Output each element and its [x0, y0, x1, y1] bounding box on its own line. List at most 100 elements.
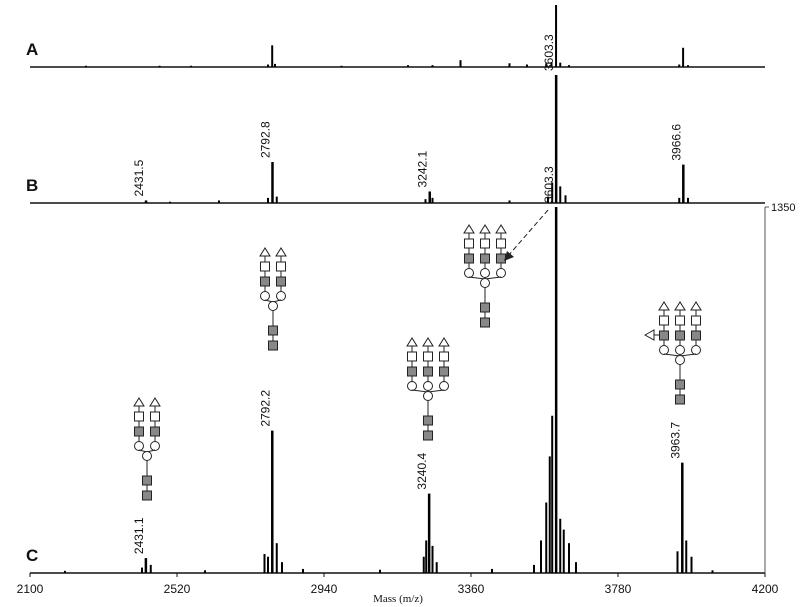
peak-label: 2792.8	[258, 121, 272, 158]
x-axis-label: Mass (m/z)	[373, 593, 423, 605]
peak-label: 2431.5	[132, 159, 146, 196]
glycan	[406, 337, 450, 441]
glcnac	[134, 426, 144, 437]
panel-label: C	[26, 546, 38, 565]
galactose	[690, 301, 702, 311]
galactose	[674, 301, 686, 311]
mannose-core	[142, 451, 152, 461]
peak-label: 3966.6	[669, 124, 683, 161]
arrow-head	[504, 251, 514, 261]
glcnac	[675, 330, 685, 341]
glcnac-core	[480, 317, 490, 328]
glycan	[463, 224, 507, 328]
mannose	[150, 441, 160, 451]
glcnac-core	[675, 394, 685, 405]
galactose	[259, 247, 271, 257]
glcnac	[150, 426, 160, 437]
hexnac	[691, 315, 701, 326]
hexnac	[675, 315, 685, 326]
mannose	[439, 381, 449, 391]
glcnac-core	[423, 430, 433, 441]
mannose-core	[268, 301, 278, 311]
hexnac	[439, 351, 449, 362]
galactose	[658, 301, 670, 311]
panel-label: B	[26, 176, 38, 195]
mannose	[496, 268, 506, 278]
galactose	[149, 397, 161, 407]
mannose	[407, 381, 417, 391]
mannose-core	[480, 278, 490, 288]
hexnac	[407, 351, 417, 362]
glcnac-core	[268, 325, 278, 336]
glcnac-core	[423, 415, 433, 426]
glcnac	[496, 253, 506, 264]
glcnac	[480, 253, 490, 264]
mannose	[675, 345, 685, 355]
hexnac	[423, 351, 433, 362]
mannose	[276, 291, 286, 301]
glcnac	[260, 276, 270, 287]
x-tick-label: 3360	[458, 582, 485, 596]
hexnac	[134, 411, 144, 422]
glycan	[259, 247, 287, 351]
peak-label: 3240.4	[415, 453, 429, 490]
bond	[484, 276, 502, 280]
peak-label: 2431.1	[132, 517, 146, 554]
bond	[411, 389, 429, 393]
glcnac	[407, 366, 417, 377]
peak-label: 3242.1	[416, 150, 430, 187]
mannose-core	[423, 391, 433, 401]
galactose	[479, 224, 491, 234]
bond	[679, 353, 697, 357]
x-tick-label: 4200	[752, 582, 779, 596]
glcnac	[691, 330, 701, 341]
glycan	[133, 397, 161, 501]
hexnac	[276, 261, 286, 272]
glcnac	[659, 330, 669, 341]
glcnac	[439, 366, 449, 377]
glcnac	[276, 276, 286, 287]
panel-label: A	[26, 40, 38, 59]
galactose	[133, 397, 145, 407]
peak-label: 2792.2	[258, 390, 272, 427]
bond	[468, 276, 486, 280]
glcnac-core	[480, 302, 490, 313]
galactose	[495, 224, 507, 234]
mannose	[134, 441, 144, 451]
galactose	[406, 337, 418, 347]
bond	[427, 389, 445, 393]
peak-label: 3963.7	[668, 422, 682, 459]
galactose	[422, 337, 434, 347]
fucose	[643, 329, 655, 341]
glycan-structures	[133, 224, 702, 501]
hexnac	[480, 238, 490, 249]
glcnac	[464, 253, 474, 264]
glcnac-core	[675, 379, 685, 390]
mannose	[464, 268, 474, 278]
x-tick-label: 2940	[311, 582, 338, 596]
y-tick-label: 1350	[771, 202, 795, 214]
x-tick-label: 3780	[605, 582, 632, 596]
galactose	[275, 247, 287, 257]
hexnac	[150, 411, 160, 422]
bond	[663, 353, 681, 357]
glcnac	[423, 366, 433, 377]
peak-label: 3603.3	[542, 166, 556, 203]
glcnac-core	[268, 340, 278, 351]
galactose	[463, 224, 475, 234]
mannose-core	[675, 355, 685, 365]
arrow	[507, 209, 549, 257]
mannose	[423, 381, 433, 391]
mannose	[659, 345, 669, 355]
mannose	[691, 345, 701, 355]
mannose	[260, 291, 270, 301]
glycan	[643, 301, 702, 405]
hexnac	[260, 261, 270, 272]
galactose	[438, 337, 450, 347]
glcnac-core	[142, 475, 152, 486]
hexnac	[496, 238, 506, 249]
hexnac	[659, 315, 669, 326]
mannose	[480, 268, 490, 278]
peak-label: 3603.3	[542, 34, 556, 71]
